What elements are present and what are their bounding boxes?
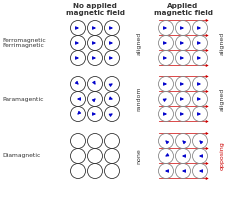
- Text: Diamagnetic: Diamagnetic: [2, 153, 40, 158]
- Text: random: random: [136, 87, 142, 111]
- Text: Applied
magnetic field: Applied magnetic field: [153, 3, 213, 16]
- Text: Paramagentic: Paramagentic: [2, 96, 43, 102]
- Text: aligned: aligned: [220, 87, 224, 111]
- Text: aligned: aligned: [220, 31, 224, 55]
- Text: aligned: aligned: [136, 31, 142, 55]
- Text: Ferromagnetic
Ferrimagnetic: Ferromagnetic Ferrimagnetic: [2, 38, 46, 48]
- Text: none: none: [136, 148, 142, 164]
- Text: No applied
magnetic field: No applied magnetic field: [65, 3, 124, 16]
- Text: opposing: opposing: [220, 142, 224, 170]
